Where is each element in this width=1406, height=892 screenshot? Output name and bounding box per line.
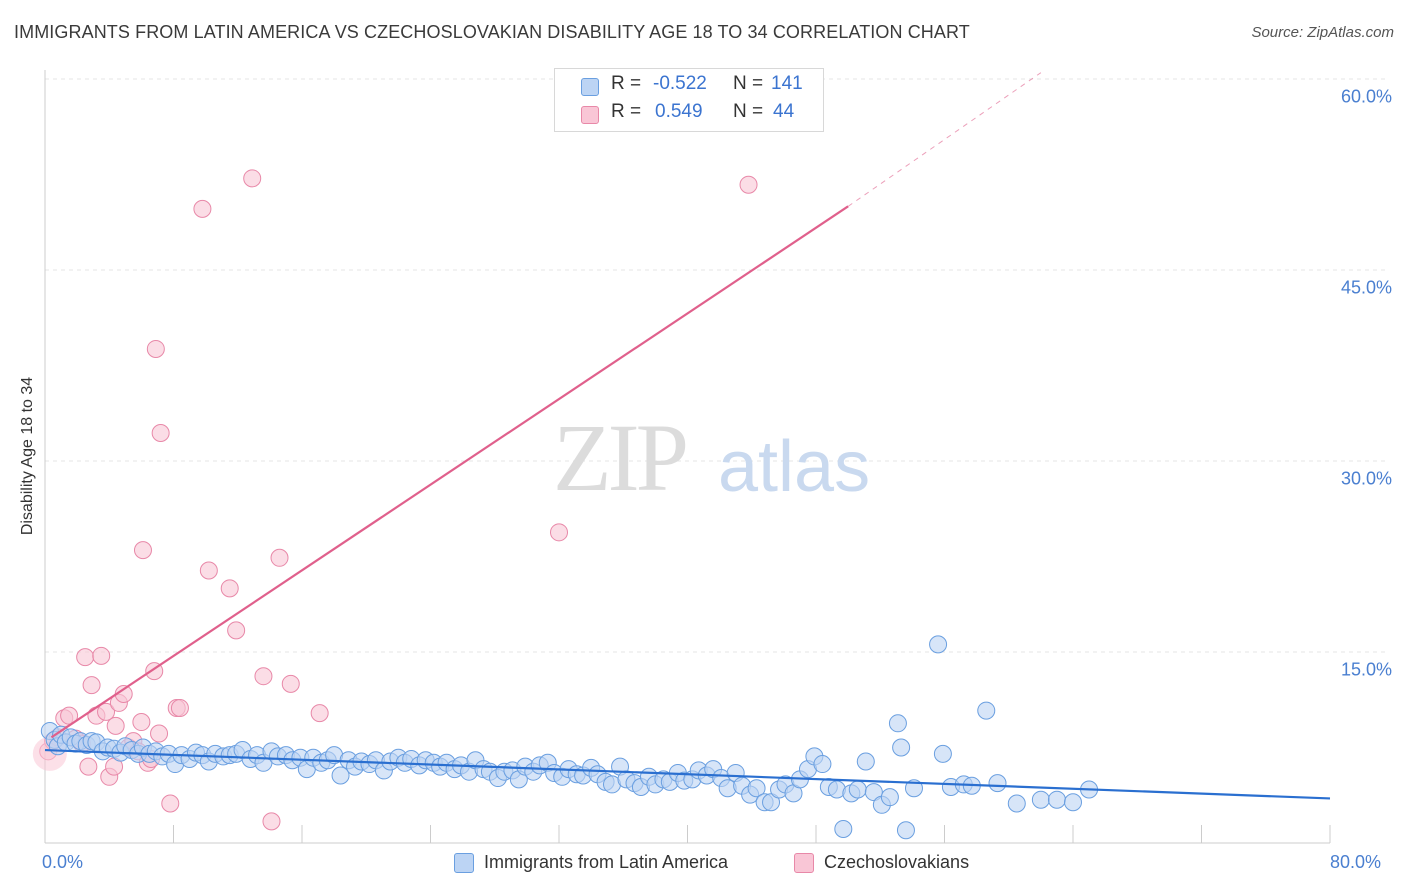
czechoslovakians-point-21 [132,713,151,732]
legend-swatch-pink [794,853,814,873]
y-tick-label-60: 60.0% [1340,86,1392,107]
stats-r-label-blue: R = [611,73,642,94]
trend-lines [44,72,1331,800]
stats-n-label-pink: N = [733,101,764,122]
czechoslovakians-point-39 [270,548,289,567]
czechoslovakians-point-35 [227,621,246,640]
czechoslovakians-point-7 [76,648,95,667]
latin-america-point-107 [762,793,781,812]
stats-n-value-blue: 141 [771,73,803,94]
latin-america-point-138 [1064,793,1082,812]
stats-n-label-blue: N = [733,73,764,94]
latin-america-points [40,635,1099,840]
stats-row-blue: R = -0.522 N = 141 [555,73,823,101]
czechoslovakians-point-42 [550,523,568,542]
latin-america-point-137 [1047,790,1066,809]
czechoslovakians-point-36 [243,169,262,188]
latin-america-point-123 [880,788,899,807]
czechoslovakians-point-38 [262,812,281,831]
source-label: Source: ZipAtlas.com [1251,24,1394,41]
czechoslovakians-point-9 [82,676,101,695]
stats-swatch-blue [581,78,599,96]
latin-america-point-105 [747,779,766,798]
czechoslovakians-point-32 [193,199,212,218]
watermark-zip: ZIP [553,404,689,511]
latin-america-point-119 [848,780,867,799]
czechoslovakians-point-8 [79,757,98,776]
latin-america-point-114 [813,755,832,774]
x-tick-label-min: 0.0% [42,852,84,872]
czechoslovakians-point-40 [281,674,300,693]
stats-r-value-pink: 0.549 [655,101,703,122]
legend-label-pink: Czechoslovakians [824,852,970,872]
latin-america-point-128 [929,635,948,654]
latin-america-point-136 [1031,790,1050,809]
czechoslovakians-point-22 [133,541,152,560]
trend-line-czechoslovakians-extension [847,72,1042,207]
chart-title: IMMIGRANTS FROM LATIN AMERICA VS CZECHOS… [14,22,970,42]
stats-row-pink: R = 0.549 N = 44 [555,101,823,129]
czechoslovakians-point-4 [60,706,79,725]
latin-america-point-129 [933,744,952,763]
latin-america-point-134 [988,774,1007,793]
czechoslovakians-point-41 [310,704,329,723]
latin-america-point-133 [977,701,996,720]
czechoslovakians-point-27 [150,724,169,743]
latin-america-point-126 [896,821,915,840]
latin-america-point-135 [1007,794,1026,813]
czechoslovakians-point-12 [97,702,116,721]
latin-america-point-125 [892,738,911,757]
czechoslovakians-point-28 [151,423,170,442]
legend-swatch-blue [454,853,474,873]
grid [45,78,1385,653]
legend-label-blue: Immigrants from Latin America [484,852,729,872]
latin-america-point-117 [834,819,853,838]
y-axis-label: Disability Age 18 to 34 [19,376,36,536]
czechoslovakians-point-29 [161,794,180,813]
latin-america-point-121 [864,783,883,802]
stats-swatch-pink [581,106,599,124]
watermark-atlas: atlas [718,427,871,507]
trend-line-latin-america [44,748,1331,800]
x-tick-label-max: 80.0% [1330,852,1382,872]
czechoslovakians-point-15 [106,716,125,735]
trend-line-czechoslovakians [50,205,849,739]
latin-america-point-120 [856,752,875,771]
latin-america-point-124 [888,714,907,733]
czechoslovakians-point-11 [92,646,111,665]
czechoslovakians-point-34 [220,579,239,598]
stats-box: R = -0.522 N = 141 R = 0.549 N = 44 [554,68,824,132]
stats-r-label-pink: R = [611,101,642,122]
axes [44,70,1331,844]
czechoslovakians-point-31 [170,699,189,718]
y-tick-label-30: 30.0% [1340,468,1392,489]
stats-r-value-blue: -0.522 [653,73,707,94]
czechoslovakians-point-33 [199,561,218,580]
czechoslovakians-point-26 [146,339,165,358]
latin-america-point-47 [331,766,350,785]
y-tick-label-15: 15.0% [1340,659,1392,680]
czechoslovakians-point-37 [254,667,273,686]
stats-n-value-pink: 44 [773,101,795,122]
czechoslovakians-point-43 [739,175,758,194]
y-tick-label-45: 45.0% [1340,277,1392,298]
